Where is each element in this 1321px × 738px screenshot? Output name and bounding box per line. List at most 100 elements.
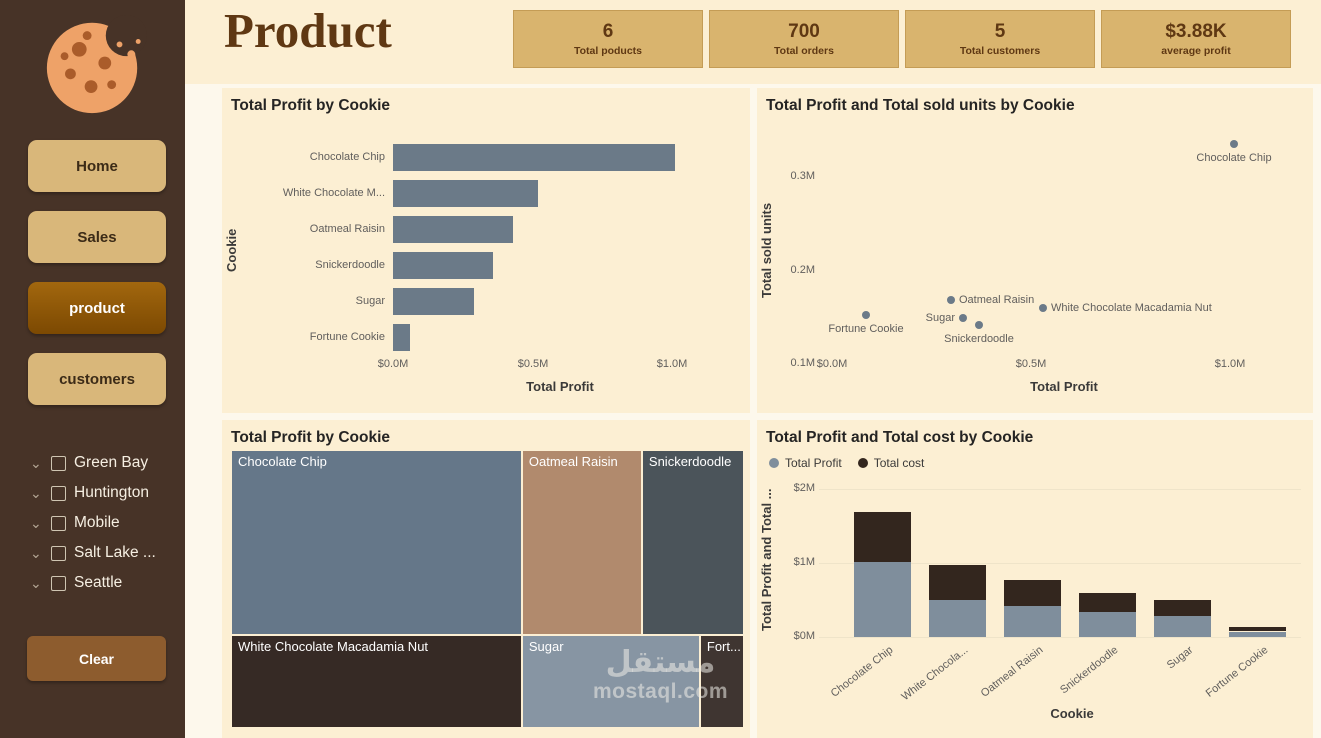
y-tick-label: $1M [793,556,815,568]
clear-button[interactable]: Clear [27,636,166,681]
sidebar-item-home[interactable]: Home [28,140,166,192]
stacked-bar-profit[interactable] [1079,612,1136,637]
stacked-bar-profit[interactable] [1004,606,1061,637]
slicer-checkbox[interactable] [51,545,66,561]
point-label: White Chocolate Macadamia Nut [1051,302,1212,314]
slicer-item[interactable]: ⌄ Mobile [30,508,180,538]
point-label: Chocolate Chip [1196,152,1272,164]
treemap-tile[interactable]: Sugar [521,634,700,728]
header: Product 6 Total poducts 700 Total orders 5 To… [185,0,1321,84]
legend-label: Total cost [873,456,925,470]
scatter-point[interactable] [1230,140,1238,148]
slicer-item[interactable]: ⌄ Green Bay [30,448,180,478]
stacked-bar-cost[interactable] [929,565,986,600]
slicer-label: Seattle [74,574,123,591]
treemap-tile-label: Oatmeal Raisin [528,454,618,469]
point-label: Oatmeal Raisin [959,294,1035,306]
chevron-down-icon[interactable]: ⌄ [30,455,42,471]
x-axis-title: Cookie [1050,706,1094,721]
stacked-bar-profit[interactable] [1229,632,1286,637]
chart-legend: Total Profit Total cost [769,456,924,470]
sidebar: Home Sales product customers ⌄ Green Bay ⌄ Hun… [0,0,185,738]
slicer-item[interactable]: ⌄ Seattle [30,568,180,598]
scatter-point[interactable] [959,314,967,322]
sidebar-nav: Home Sales product customers [28,140,166,405]
scatter-point[interactable] [862,311,870,319]
treemap-tile-label: Chocolate Chip [238,454,327,469]
main-content: Product 6 Total poducts 700 Total orders 5 To… [185,0,1321,738]
slicer-checkbox[interactable] [51,575,66,591]
slicer-checkbox[interactable] [51,485,66,501]
scatter-chart-title: Total Profit and Total sold units by Coo… [766,97,1075,114]
slicer-label: Huntington [74,484,149,501]
x-category-label: Snickerdoodle [1058,644,1121,697]
legend-item[interactable]: Total Profit [769,456,842,470]
point-label: Snickerdoodle [944,333,1014,345]
gridline [819,489,1301,490]
point-label: Fortune Cookie [828,323,904,335]
sidebar-item-customers[interactable]: customers [28,353,166,405]
stacked-bar-cost[interactable] [1004,580,1061,606]
profit-bar[interactable] [393,180,538,207]
kpi-label: average profit [1161,45,1231,57]
bar-category-label: White Chocolate M... [282,187,385,199]
slicer-item[interactable]: ⌄ Salt Lake ... [30,538,180,568]
kpi-card: $3.88K average profit [1101,10,1291,68]
stacked-bar-cost[interactable] [1229,627,1286,631]
y-axis-title: Total Profit and Total ... [759,488,774,632]
chevron-down-icon[interactable]: ⌄ [30,485,42,501]
stacked-bar-profit[interactable] [854,562,911,637]
kpi-card: 700 Total orders [709,10,899,68]
stacked-chart-title: Total Profit and Total cost by Cookie [766,429,1034,446]
x-tick-label: $0.0M [816,358,848,370]
treemap-tile[interactable]: Fort... [699,634,744,728]
chevron-down-icon[interactable]: ⌄ [30,545,42,561]
x-tick-label: $0.0M [377,358,409,370]
treemap-tile[interactable]: Chocolate Chip [231,450,522,635]
stacked-bar-profit[interactable] [1154,616,1211,637]
legend-item[interactable]: Total cost [857,456,925,470]
treemap-tile[interactable]: White Chocolate Macadamia Nut [231,634,522,728]
sidebar-item-sales[interactable]: Sales [28,211,166,263]
x-tick-label: $1.0M [1214,358,1246,370]
scatter-point[interactable] [975,321,983,329]
kpi-value: 5 [994,21,1006,42]
legend-dot-icon [769,458,779,468]
kpi-label: Total orders [774,45,834,57]
bar-category-label: Fortune Cookie [309,331,385,343]
scatter-point[interactable] [1039,304,1047,312]
x-tick-label: $0.5M [517,358,549,370]
profit-bar[interactable] [393,252,493,279]
slicer-item[interactable]: ⌄ Huntington [30,478,180,508]
profit-bar[interactable] [393,144,675,171]
y-tick-label: $2M [793,482,815,494]
kpi-card: 6 Total poducts [513,10,703,68]
x-category-label: Fortune Cookie [1203,644,1271,700]
profit-bar[interactable] [393,288,474,315]
kpi-label: Total poducts [573,45,643,57]
kpi-value: 6 [602,21,614,42]
profit-bar[interactable] [393,216,513,243]
bar-chart: Chocolate Chip White Chocolate M... Oatmea… [222,88,750,413]
slicer-checkbox[interactable] [51,515,66,531]
bar-category-label: Snickerdoodle [315,259,385,271]
y-tick-label: 0.3M [790,170,815,182]
stacked-bar-cost[interactable] [1079,593,1136,612]
bar-chart-title: Total Profit by Cookie [231,97,391,114]
x-category-label: White Chocola... [899,644,971,704]
stacked-bar-cost[interactable] [1154,600,1211,616]
scatter-chart: 0.1M 0.2M 0.3M $0.0M $0.5M $1.0M Chocolate Chi… [757,88,1313,413]
treemap-tile[interactable]: Snickerdoodle [641,450,744,635]
stacked-bar-cost[interactable] [854,512,911,562]
treemap-tile[interactable]: Oatmeal Raisin [521,450,642,635]
stacked-bar-profit[interactable] [929,600,986,637]
slicer-checkbox[interactable] [51,455,66,471]
y-axis-title: Cookie [224,228,239,273]
chevron-down-icon[interactable]: ⌄ [30,515,42,531]
scatter-point[interactable] [947,296,955,304]
profit-bar[interactable] [393,324,410,351]
panel-total-profit-treemap: Total Profit by Cookie Chocolate Chip Oat… [222,420,750,738]
city-slicer: ⌄ Green Bay ⌄ Huntington ⌄ Mobile ⌄ Salt Lake .… [30,448,180,598]
sidebar-item-product[interactable]: product [28,282,166,334]
chevron-down-icon[interactable]: ⌄ [30,575,42,591]
